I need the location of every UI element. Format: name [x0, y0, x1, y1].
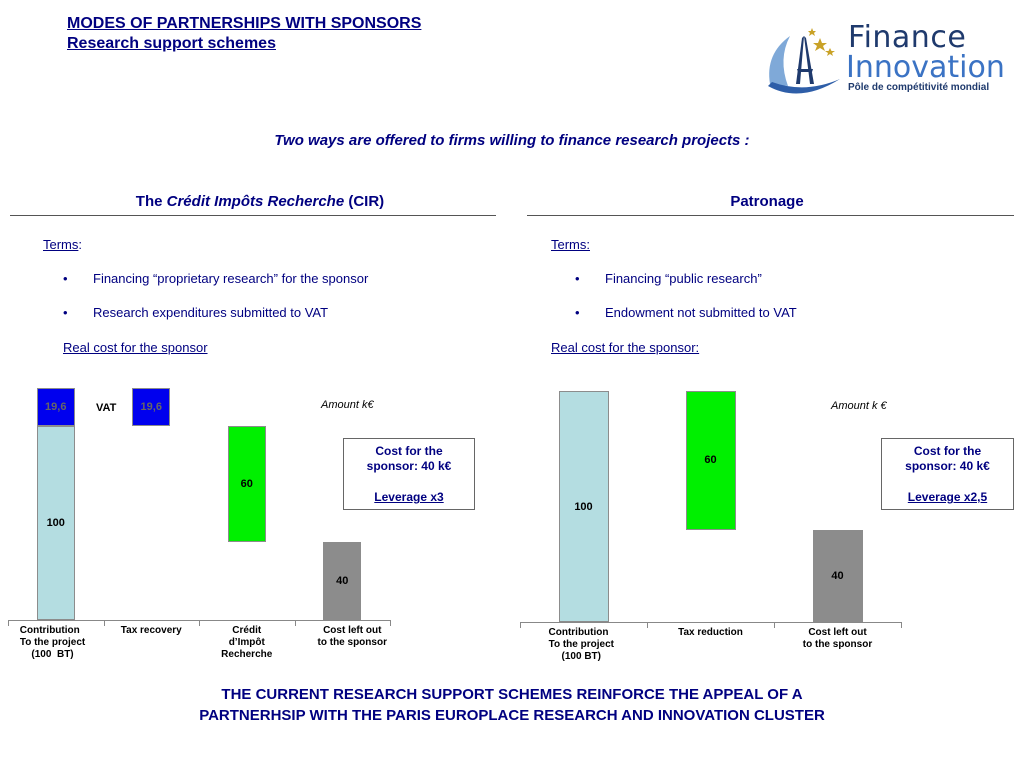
patronage-bar-label-3: 40: [831, 569, 844, 582]
patronage-bar-2: 60: [685, 391, 736, 530]
cir-axis-tick: [199, 620, 200, 626]
vat-label: VAT: [96, 402, 117, 414]
cir-real-cost: Real cost for the sponsor: [63, 340, 208, 355]
cir-category-label: Cost left out to the sponsor: [317, 625, 387, 648]
cir-bullet-2-text: Research expenditures submitted to VAT: [93, 305, 329, 320]
cir-bar-3: 19,6: [132, 388, 171, 427]
patronage-heading: Patronage: [730, 193, 804, 210]
cir-cost-callout: Cost for the sponsor: 40 k€ Leverage x3: [343, 438, 475, 510]
patronage-axis-tick: [520, 622, 521, 628]
cir-callout-line-1: Cost for the: [375, 444, 443, 458]
cir-bar-label-5: 40: [336, 575, 349, 588]
patronage-axis-tick: [774, 622, 775, 628]
patronage-bullet-2: • Endowment not submitted to VAT: [575, 305, 797, 320]
patronage-callout-line-2: sponsor: 40 k€: [905, 459, 990, 473]
cir-axis-tick: [390, 620, 391, 626]
cir-terms-label: Terms: [43, 237, 79, 252]
cir-heading: The Crédit Impôts Recherche (CIR): [10, 193, 510, 210]
title-line-2: Research support schemes: [67, 35, 276, 52]
patronage-bullet-1-text: Financing “public research”: [605, 271, 762, 286]
patronage-bar-1: 100: [558, 391, 609, 622]
patronage-category-label: Tax reduction: [678, 627, 743, 638]
cir-divider: [10, 215, 496, 216]
title-line-1: MODES OF PARTNERSHIPS WITH SPONSORS: [67, 15, 422, 32]
cir-category-label: Contribution To the project (100 BT): [19, 625, 86, 660]
patronage-bullet-1: • Financing “public research”: [575, 271, 762, 286]
cir-axis-tick: [103, 620, 105, 626]
cir-leverage: Leverage x3: [374, 490, 444, 504]
cir-category-label: Crédit d’Impôt Recherche: [221, 625, 273, 660]
cir-bar-label-1: 100: [46, 517, 65, 529]
cir-bar-label-4: 60: [240, 478, 253, 491]
patronage-amount-label: Amount k €: [831, 400, 887, 412]
intro-text: Two ways are offered to firms willing to…: [274, 132, 750, 149]
conclusion-line-2: PARTNERHSIP WITH THE PARIS EUROPLACE RES…: [199, 707, 825, 724]
patronage-real-cost: Real cost for the sponsor:: [551, 340, 700, 355]
patronage-terms-label: Terms:: [551, 237, 590, 252]
cir-heading-post: (CIR): [344, 193, 385, 210]
logo-word-innovation: Innovation: [846, 50, 1005, 85]
logo-tagline: Pôle de compétitivité mondial: [848, 82, 990, 93]
cir-bar-label-2: 19,6: [45, 401, 67, 413]
cir-category-label: Tax recovery: [120, 625, 182, 636]
cir-bar-1: 100: [36, 426, 75, 620]
cir-bullet-1-text: Financing “proprietary research” for the…: [93, 271, 369, 286]
patronage-callout-line-1: Cost for the: [913, 444, 982, 458]
patronage-bar-label-2: 60: [704, 454, 717, 467]
cir-terms-colon: :: [78, 237, 83, 252]
eiffel-globe-icon: [768, 28, 840, 94]
patronage-divider: [527, 215, 1014, 216]
patronage-leverage: Leverage x2,5: [907, 490, 988, 504]
patronage-bar-3: 40: [812, 529, 863, 622]
patronage-bullet-2-text: Endowment not submitted to VAT: [605, 305, 797, 320]
patronage-bar-label-1: 100: [574, 500, 593, 513]
cir-bar-5: 40: [323, 542, 362, 620]
cir-amount-label: Amount k€: [321, 399, 374, 411]
cir-bar-2: 19,6: [36, 388, 75, 427]
patronage-axis-tick: [647, 622, 648, 628]
cir-bar-label-3: 19,6: [140, 401, 162, 413]
cir-bar-4: 60: [227, 426, 266, 543]
slide-title: MODES OF PARTNERSHIPS WITH SPONSORS Rese…: [67, 14, 421, 54]
patronage-category-label: Contribution To the project (100 BT): [548, 627, 614, 662]
cir-heading-em: Crédit Impôts Recherche: [166, 193, 345, 210]
cir-axis-tick: [294, 620, 296, 626]
cir-callout-line-2: sponsor: 40 k€: [366, 459, 452, 473]
cir-heading-pre: The: [135, 193, 167, 210]
cir-bullet-2: • Research expenditures submitted to VAT: [63, 305, 329, 320]
patronage-axis-tick: [901, 622, 902, 628]
patronage-x-axis: [520, 622, 901, 623]
conclusion: THE CURRENT RESEARCH SUPPORT SCHEMES REI…: [0, 684, 1024, 726]
cir-terms: Terms:: [43, 237, 82, 252]
cir-axis-tick: [8, 620, 9, 626]
logo-word-finance: Finance: [848, 20, 967, 55]
finance-innovation-logo: Finance Innovation Pôle de compétitivité…: [760, 20, 1015, 100]
cir-bullet-1: • Financing “proprietary research” for th…: [63, 271, 369, 286]
conclusion-line-1: THE CURRENT RESEARCH SUPPORT SCHEMES REI…: [221, 686, 803, 703]
patronage-cost-callout: Cost for the sponsor: 40 k€ Leverage x2,…: [881, 438, 1014, 510]
patronage-category-label: Cost left out to the sponsor: [802, 627, 873, 650]
